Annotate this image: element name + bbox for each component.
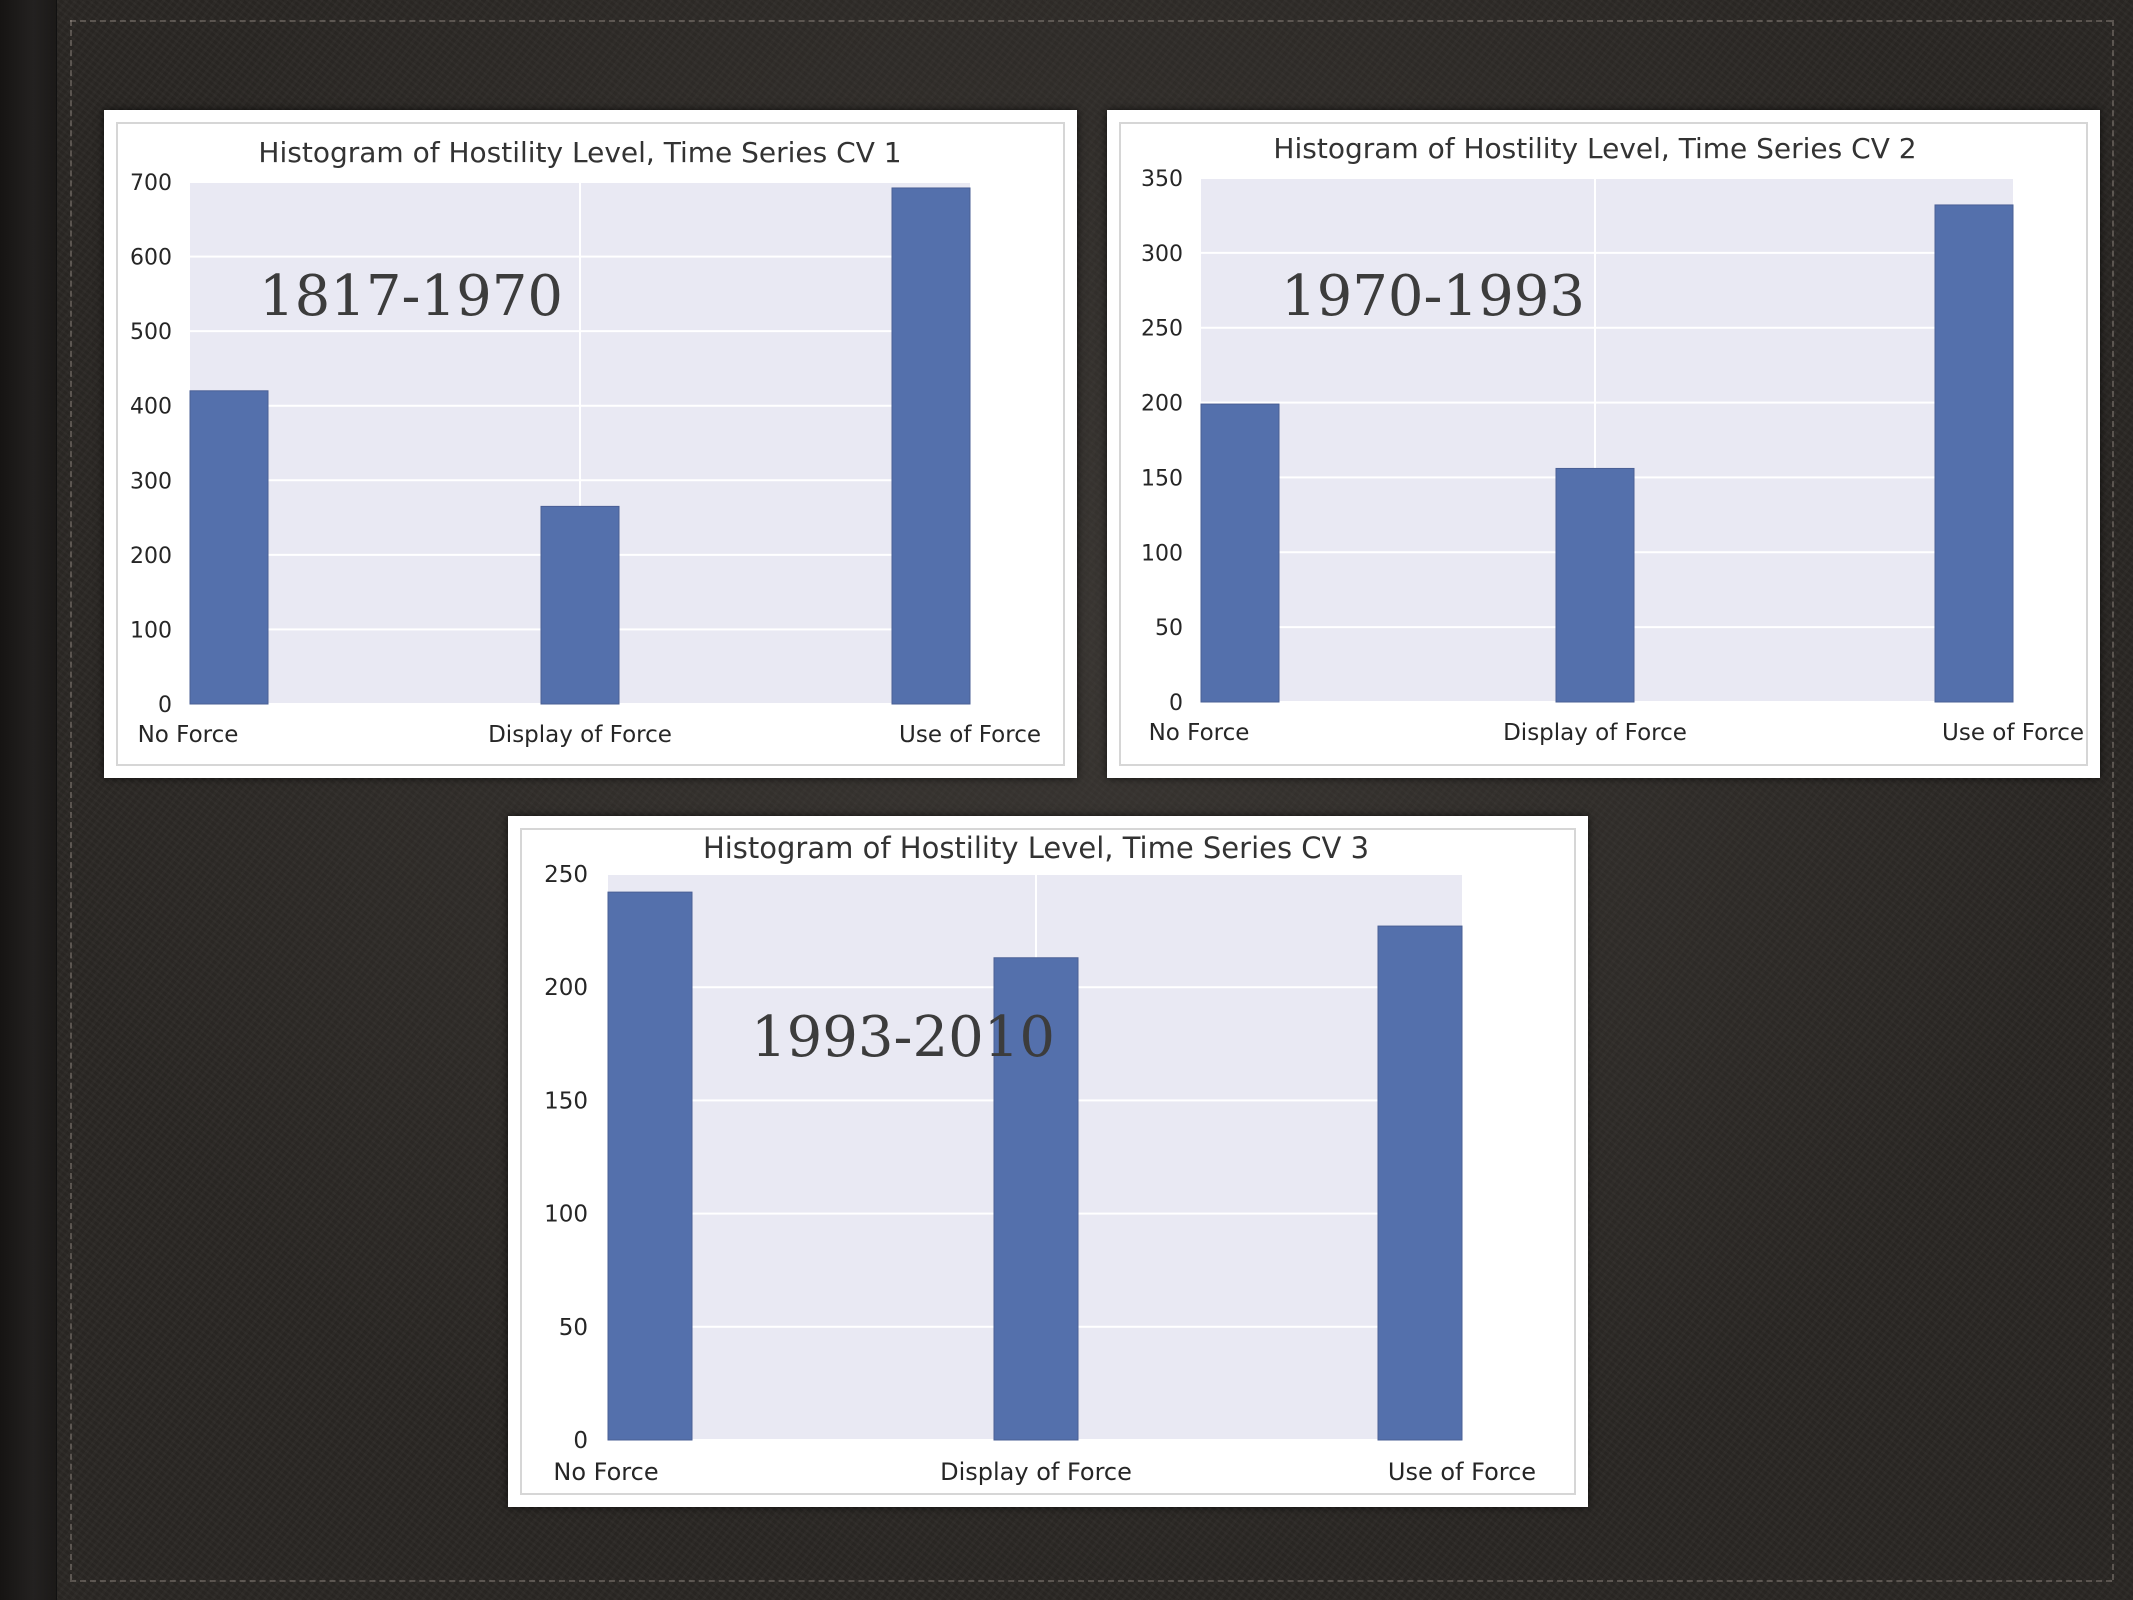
chart-panel-frame [116, 122, 1065, 766]
chart-panel-cv3: 0 50 100 150 200 250 No Force Display of Force U… [508, 816, 1588, 1507]
histogram-cv2: 0 50 100 150 200 250 300 350 No Force Display of … [1141, 132, 2084, 746]
bar-no-force [189, 390, 269, 705]
y-tick-label: 200 [130, 544, 172, 569]
right-stitching [2112, 20, 2114, 1580]
bar-display-of-force [1555, 467, 1635, 703]
y-tick-label: 150 [544, 1088, 588, 1114]
y-tick-label: 50 [559, 1315, 588, 1341]
x-tick-label: Display of Force [488, 722, 672, 748]
period-annotation: 1817-1970 [259, 264, 563, 329]
x-tick-label: No Force [553, 1458, 658, 1486]
bar-display-of-force [993, 957, 1079, 1441]
bar-no-force [1200, 403, 1280, 703]
y-tick-label: 0 [573, 1428, 588, 1454]
histogram-cv3: 0 50 100 150 200 250 No Force Display of Force U… [544, 831, 1536, 1486]
bar-use-of-force [891, 187, 971, 705]
top-stitching [70, 20, 2112, 22]
bar-no-force [607, 891, 693, 1441]
x-tick-label: Use of Force [899, 722, 1041, 748]
bar-use-of-force [1377, 925, 1463, 1441]
y-tick-label: 350 [1141, 167, 1183, 192]
x-tick-label: No Force [138, 722, 239, 748]
y-tick-label: 500 [130, 320, 172, 345]
chart-panel-cv2: 0 50 100 150 200 250 300 350 No Force Display of … [1107, 110, 2100, 778]
y-tick-label: 400 [130, 395, 172, 420]
x-tick-label: Use of Force [1942, 720, 2084, 746]
chart-title: Histogram of Hostility Level, Time Serie… [258, 136, 901, 169]
y-tick-label: 150 [1141, 466, 1183, 491]
bar-display-of-force [540, 505, 620, 705]
left-stitching [70, 20, 72, 1580]
y-tick-label: 250 [544, 862, 588, 888]
period-annotation: 1993-2010 [751, 1005, 1055, 1070]
y-tick-label: 0 [1169, 691, 1183, 716]
y-tick-label: 700 [130, 171, 172, 196]
period-annotation: 1970-1993 [1281, 264, 1585, 329]
chart-title: Histogram of Hostility Level, Time Serie… [703, 831, 1369, 865]
book-spine [0, 0, 57, 1600]
y-tick-label: 100 [544, 1202, 588, 1228]
y-tick-label: 250 [1141, 317, 1183, 342]
chart-panel-frame [520, 828, 1576, 1495]
chart-title: Histogram of Hostility Level, Time Serie… [1273, 132, 1916, 165]
x-tick-label: No Force [1149, 720, 1250, 746]
y-tick-label: 200 [1141, 392, 1183, 417]
chart-panel-cv1: 0 100 200 300 400 500 600 700 No Force Display of… [104, 110, 1077, 778]
chart-panel-frame [1119, 122, 2088, 766]
y-tick-label: 300 [1141, 242, 1183, 267]
y-tick-label: 0 [158, 693, 172, 718]
histogram-cv1: 0 100 200 300 400 500 600 700 No Force Display of… [130, 136, 1041, 748]
y-tick-label: 600 [130, 246, 172, 271]
bottom-stitching [70, 1580, 2112, 1582]
y-tick-label: 300 [130, 469, 172, 494]
bar-use-of-force [1934, 204, 2014, 703]
x-tick-label: Display of Force [940, 1458, 1132, 1486]
y-tick-label: 100 [130, 618, 172, 643]
y-tick-label: 50 [1155, 616, 1183, 641]
x-tick-label: Display of Force [1503, 720, 1687, 746]
x-tick-label: Use of Force [1388, 1458, 1536, 1486]
y-tick-label: 100 [1141, 541, 1183, 566]
y-tick-label: 200 [544, 975, 588, 1001]
